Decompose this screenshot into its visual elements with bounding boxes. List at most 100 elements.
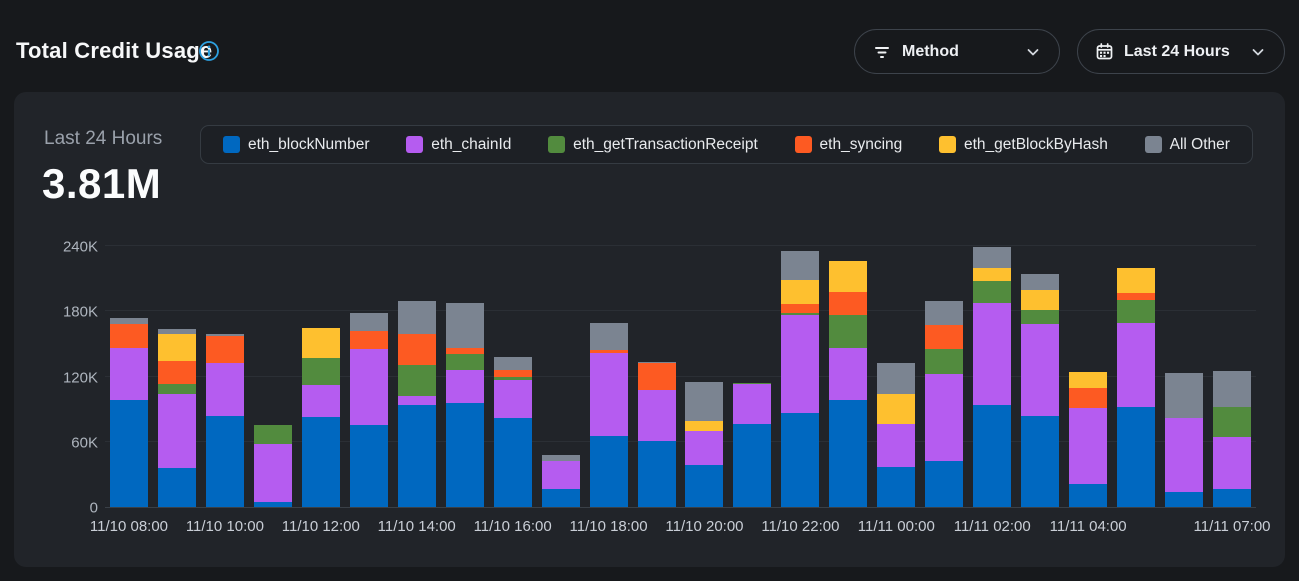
- bar-segment-eth_syncing[interactable]: [445, 348, 484, 354]
- bar-segment-All Other[interactable]: [493, 356, 532, 370]
- bar-segment-All Other[interactable]: [1213, 371, 1252, 407]
- bar-segment-eth_getBlockByHash[interactable]: [829, 261, 868, 292]
- bar-segment-All Other[interactable]: [541, 454, 580, 462]
- bar-segment-eth_blockNumber[interactable]: [1117, 406, 1156, 507]
- bar-segment-eth_blockNumber[interactable]: [1213, 488, 1252, 507]
- info-icon[interactable]: [198, 40, 220, 62]
- bar-segment-eth_blockNumber[interactable]: [1069, 484, 1108, 507]
- legend-item-All Other[interactable]: All Other: [1144, 136, 1230, 154]
- bar-segment-eth_syncing[interactable]: [637, 363, 676, 390]
- bar-segment-eth_chainId[interactable]: [1165, 417, 1204, 492]
- bar-segment-eth_blockNumber[interactable]: [253, 501, 292, 507]
- bar-segment-All Other[interactable]: [589, 323, 628, 351]
- bar-segment-eth_syncing[interactable]: [829, 291, 868, 315]
- bar-segment-eth_chainId[interactable]: [589, 352, 628, 437]
- bar-segment-eth_blockNumber[interactable]: [685, 464, 724, 507]
- bar-segment-eth_blockNumber[interactable]: [301, 416, 340, 507]
- bar-segment-eth_getTransactionReceipt[interactable]: [781, 313, 820, 315]
- bar-segment-eth_blockNumber[interactable]: [973, 404, 1012, 507]
- bar-segment-eth_chainId[interactable]: [637, 389, 676, 441]
- bar-segment-All Other[interactable]: [973, 247, 1012, 268]
- bar-segment-eth_getTransactionReceipt[interactable]: [301, 358, 340, 386]
- bar-segment-eth_chainId[interactable]: [829, 348, 868, 401]
- bar-segment-eth_blockNumber[interactable]: [781, 413, 820, 507]
- bar-segment-eth_chainId[interactable]: [109, 348, 148, 401]
- bar-segment-eth_getTransactionReceipt[interactable]: [1213, 406, 1252, 438]
- bar-segment-eth_blockNumber[interactable]: [733, 424, 772, 507]
- bar-segment-eth_chainId[interactable]: [973, 302, 1012, 405]
- bar-segment-All Other[interactable]: [685, 381, 724, 422]
- bar-segment-eth_syncing[interactable]: [493, 369, 532, 377]
- bar-segment-eth_getBlockByHash[interactable]: [157, 334, 196, 362]
- legend-item-eth_getBlockByHash[interactable]: eth_getBlockByHash: [939, 136, 1108, 154]
- legend-item-eth_getTransactionReceipt[interactable]: eth_getTransactionReceipt: [548, 136, 758, 154]
- bar-segment-eth_blockNumber[interactable]: [397, 404, 436, 507]
- bar-segment-eth_getTransactionReceipt[interactable]: [973, 280, 1012, 303]
- bar-segment-All Other[interactable]: [877, 363, 916, 394]
- bar-segment-eth_syncing[interactable]: [157, 361, 196, 385]
- bar-segment-eth_chainId[interactable]: [205, 363, 244, 416]
- bar-segment-eth_syncing[interactable]: [781, 303, 820, 314]
- bar-segment-eth_getBlockByHash[interactable]: [877, 393, 916, 425]
- bar-segment-All Other[interactable]: [1021, 274, 1060, 290]
- bar-segment-eth_syncing[interactable]: [925, 325, 964, 350]
- bar-segment-eth_blockNumber[interactable]: [493, 417, 532, 507]
- method-dropdown[interactable]: Method: [854, 29, 1060, 74]
- bar-segment-eth_chainId[interactable]: [877, 424, 916, 467]
- bar-segment-eth_syncing[interactable]: [397, 334, 436, 365]
- bar-segment-eth_chainId[interactable]: [733, 384, 772, 425]
- bar-segment-eth_syncing[interactable]: [109, 324, 148, 349]
- bar-segment-eth_syncing[interactable]: [205, 336, 244, 364]
- bar-segment-eth_chainId[interactable]: [301, 385, 340, 417]
- bar-segment-eth_getTransactionReceipt[interactable]: [1021, 310, 1060, 325]
- bar-segment-All Other[interactable]: [397, 301, 436, 335]
- bar-segment-eth_syncing[interactable]: [589, 350, 628, 353]
- bar-segment-eth_chainId[interactable]: [157, 393, 196, 468]
- bar-segment-All Other[interactable]: [781, 251, 820, 280]
- bar-segment-eth_chainId[interactable]: [349, 349, 388, 426]
- bar-segment-All Other[interactable]: [1165, 373, 1204, 418]
- legend-item-eth_blockNumber[interactable]: eth_blockNumber: [223, 136, 369, 154]
- bar-segment-eth_getBlockByHash[interactable]: [1069, 372, 1108, 389]
- bar-segment-All Other[interactable]: [637, 362, 676, 364]
- bar-segment-eth_blockNumber[interactable]: [157, 467, 196, 507]
- bar-segment-eth_blockNumber[interactable]: [109, 400, 148, 507]
- bar-segment-eth_blockNumber[interactable]: [349, 425, 388, 507]
- bar-segment-eth_chainId[interactable]: [1213, 437, 1252, 489]
- bar-segment-eth_getTransactionReceipt[interactable]: [493, 376, 532, 380]
- bar-segment-eth_chainId[interactable]: [445, 369, 484, 403]
- bar-segment-eth_getTransactionReceipt[interactable]: [1117, 300, 1156, 324]
- bar-segment-eth_getTransactionReceipt[interactable]: [925, 349, 964, 375]
- bar-segment-eth_chainId[interactable]: [1021, 324, 1060, 416]
- bar-segment-All Other[interactable]: [109, 317, 148, 325]
- bar-segment-eth_getTransactionReceipt[interactable]: [397, 364, 436, 397]
- legend-item-eth_syncing[interactable]: eth_syncing: [794, 136, 902, 154]
- bar-segment-eth_blockNumber[interactable]: [541, 488, 580, 507]
- bar-segment-All Other[interactable]: [925, 301, 964, 326]
- bar-segment-eth_getBlockByHash[interactable]: [301, 327, 340, 359]
- bar-segment-eth_blockNumber[interactable]: [829, 400, 868, 507]
- bar-segment-eth_getTransactionReceipt[interactable]: [253, 425, 292, 444]
- bar-segment-eth_chainId[interactable]: [925, 374, 964, 462]
- bar-segment-eth_syncing[interactable]: [1117, 292, 1156, 301]
- bar-segment-eth_getBlockByHash[interactable]: [1117, 267, 1156, 293]
- legend-item-eth_chainId[interactable]: eth_chainId: [406, 136, 511, 154]
- bar-segment-eth_blockNumber[interactable]: [589, 436, 628, 507]
- bar-segment-eth_chainId[interactable]: [493, 379, 532, 418]
- bar-segment-eth_getTransactionReceipt[interactable]: [445, 353, 484, 370]
- bar-segment-eth_getBlockByHash[interactable]: [781, 279, 820, 304]
- bar-segment-eth_getBlockByHash[interactable]: [1021, 289, 1060, 311]
- time-range-dropdown[interactable]: Last 24 Hours: [1077, 29, 1285, 74]
- bar-segment-eth_blockNumber[interactable]: [877, 466, 916, 507]
- bar-segment-All Other[interactable]: [157, 328, 196, 335]
- bar-segment-eth_chainId[interactable]: [397, 396, 436, 405]
- bar-segment-All Other[interactable]: [205, 334, 244, 337]
- bar-segment-eth_blockNumber[interactable]: [637, 440, 676, 507]
- bar-segment-eth_blockNumber[interactable]: [205, 415, 244, 507]
- bar-segment-eth_chainId[interactable]: [541, 461, 580, 489]
- bar-segment-eth_chainId[interactable]: [781, 314, 820, 414]
- bar-segment-eth_syncing[interactable]: [1069, 388, 1108, 409]
- bar-segment-All Other[interactable]: [349, 313, 388, 331]
- bar-segment-eth_blockNumber[interactable]: [1165, 491, 1204, 507]
- bar-segment-eth_chainId[interactable]: [1069, 408, 1108, 485]
